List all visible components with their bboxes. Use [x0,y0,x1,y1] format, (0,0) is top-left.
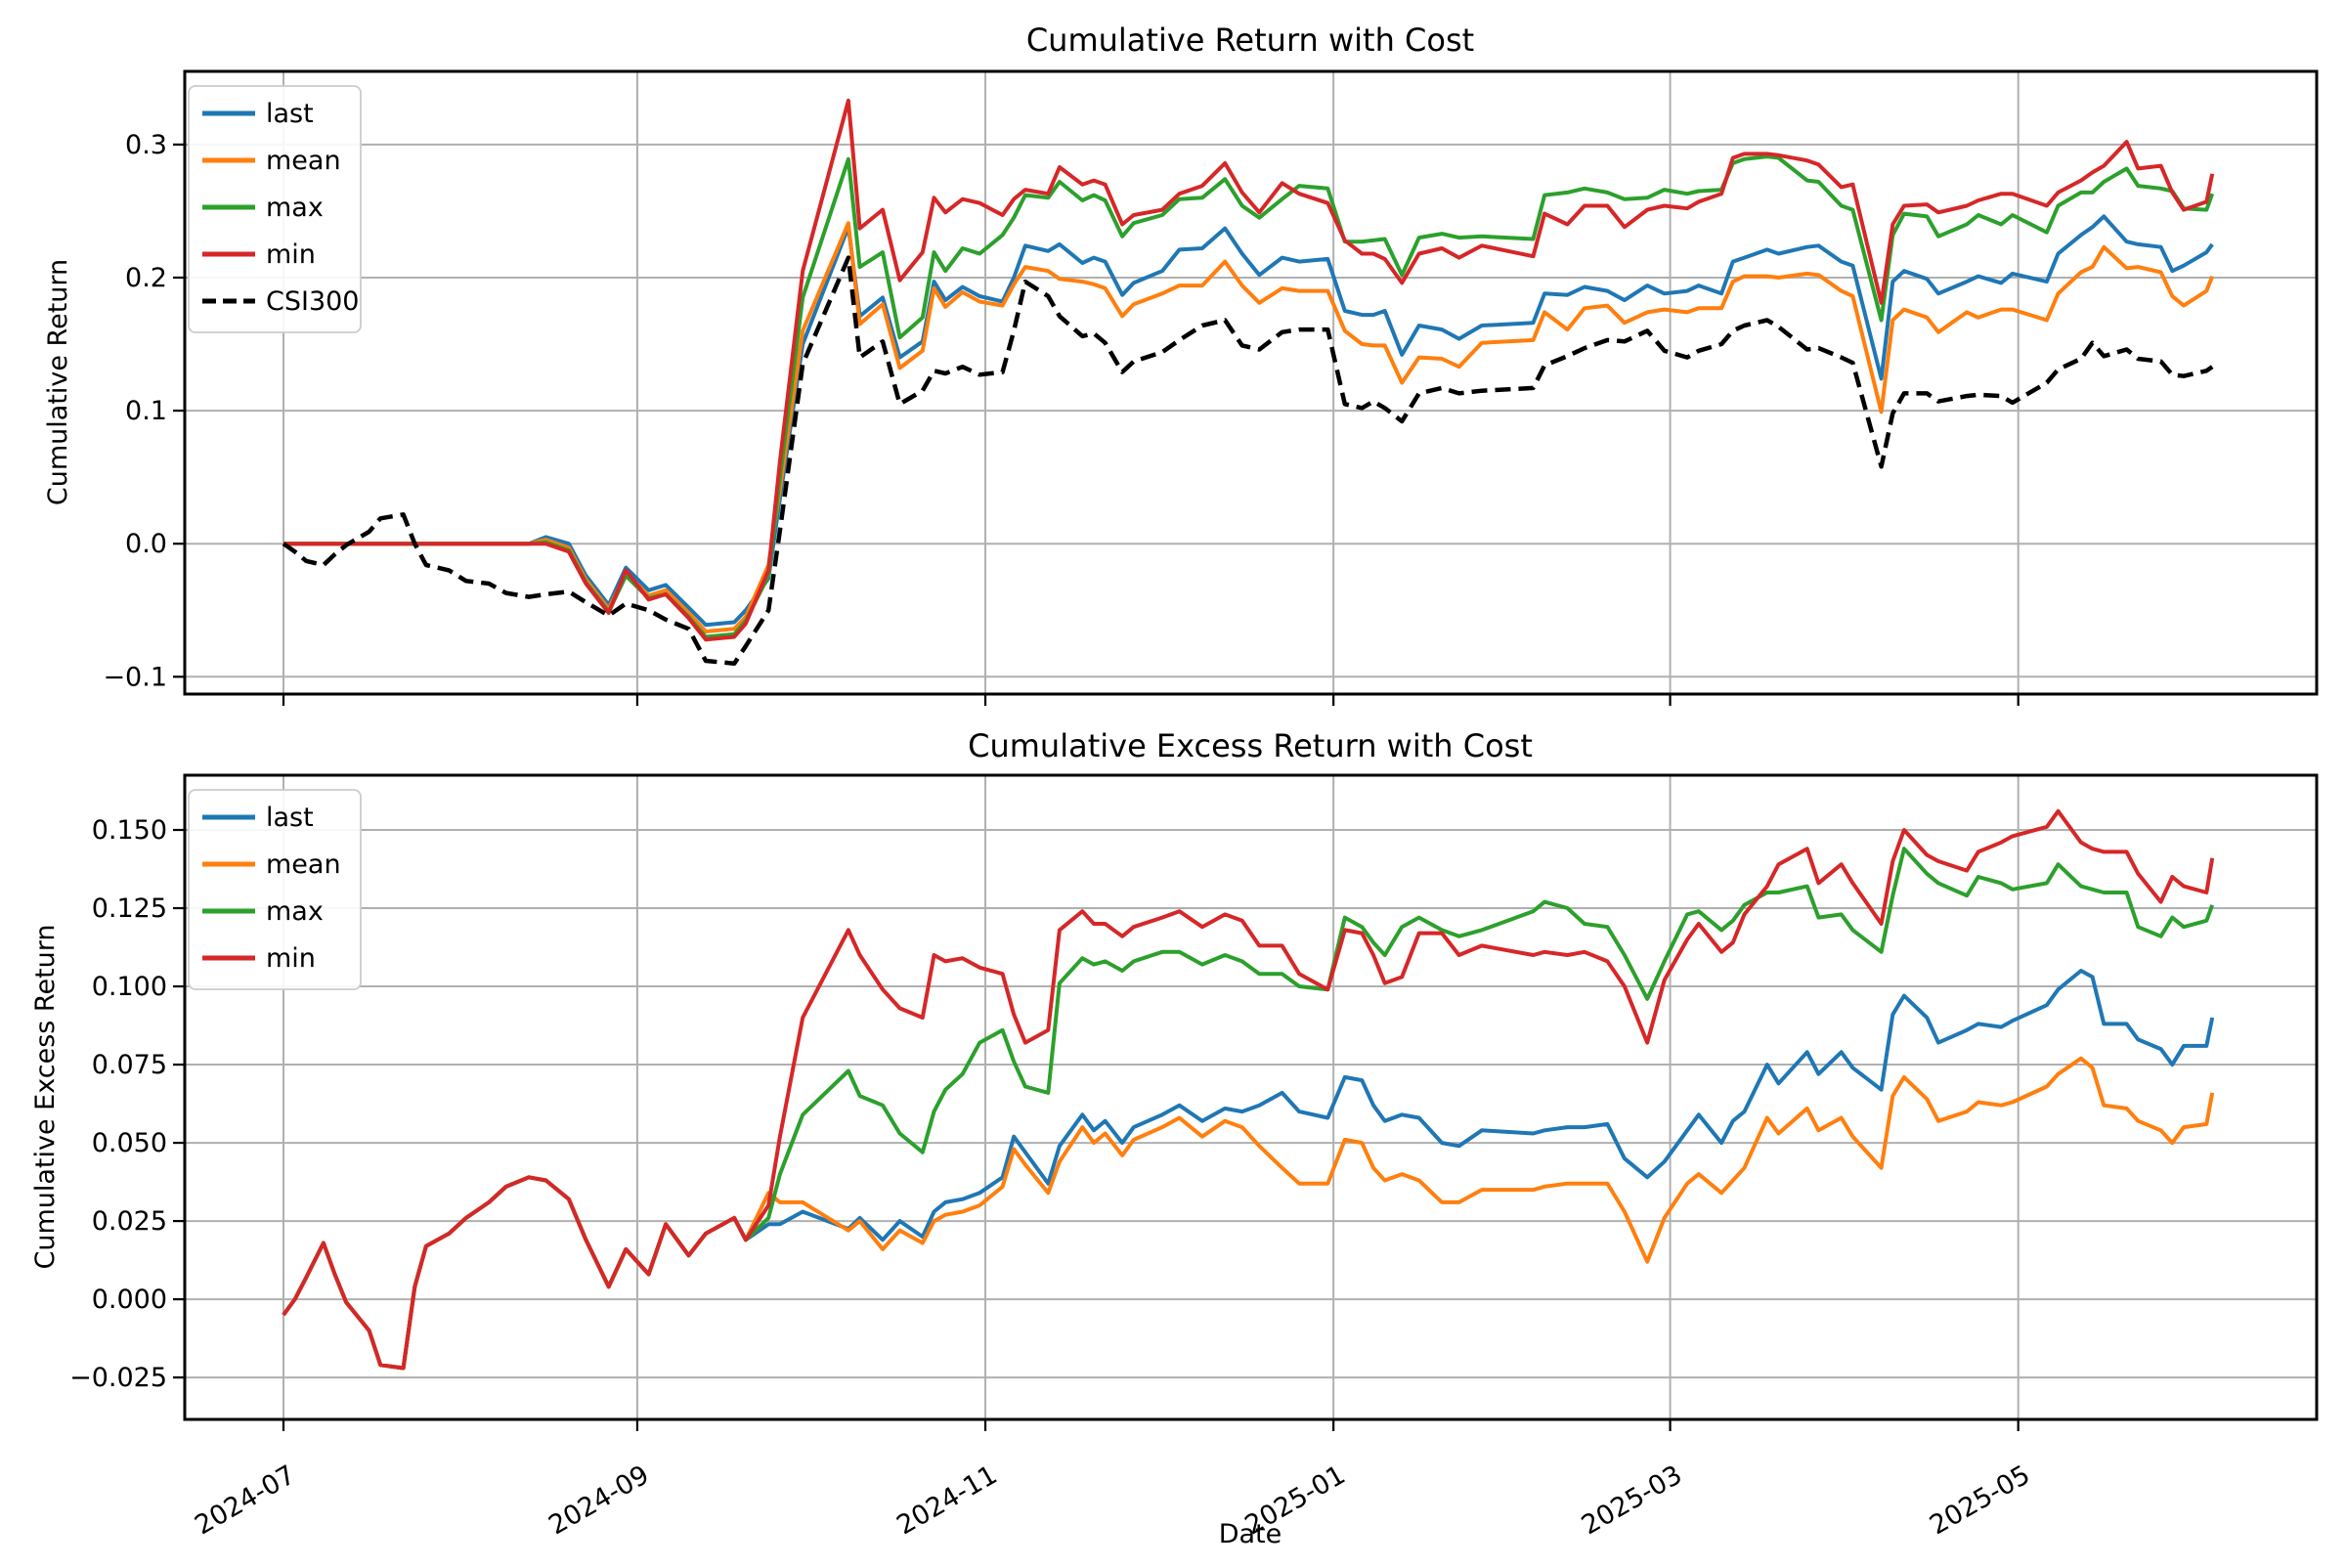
top-y-axis-label: Cumulative Return [43,259,73,505]
plot-spines [183,69,2319,696]
series-line-last [282,969,2215,1371]
legend-item-mean: mean [202,146,341,176]
series-line-min [283,98,2215,642]
x-tick-label: 2024-11 [891,1459,1002,1541]
legend-label-last: last [266,99,314,129]
legend-label-max: max [266,896,324,927]
x-tick-label: 2024-09 [543,1459,654,1541]
y-tick-label: 0.125 [92,893,167,924]
legend-label-last: last [266,803,314,833]
x-axis-label: Date [1219,1519,1282,1549]
y-tick-label: 0.000 [92,1285,167,1315]
y-tick-label: 0.050 [92,1128,167,1158]
bottom-chart-series [282,808,2215,1371]
y-tick-label: 0.1 [125,396,167,426]
x-tick-label: 2025-05 [1925,1459,2035,1541]
y-tick-label: 0.075 [92,1050,167,1080]
bottom-chart-spines [183,773,2319,1421]
bottom-chart-legend: last mean max min [188,789,362,990]
bottom-y-axis-label: Cumulative Excess Return [30,924,61,1269]
y-tick-label: −0.025 [69,1363,167,1393]
y-tick-label: 0.100 [92,972,167,1002]
legend-label-mean: mean [266,146,341,176]
top-chart-spines [183,69,2319,696]
legend-item-min: min [202,943,316,974]
series-line-max [283,154,2215,639]
top-chart-series [282,98,2215,666]
legend-item-csi300: CSI300 [202,286,360,317]
y-tick-label: 0.025 [92,1206,167,1237]
series-line-min [282,808,2215,1371]
y-tick-label: 0.0 [125,529,167,559]
series-line-mean [283,221,2215,633]
legend-label-mean: mean [266,849,341,880]
bottom-chart-title: Cumulative Excess Return with Cost [968,727,1533,764]
top-chart-legend: last mean max min CSI300 [188,85,362,333]
top-chart-ticks: 0.3 0.2 0.1 0.0 −0.1 [103,130,2020,706]
plot-spines [183,773,2319,1421]
y-tick-label: 0.150 [92,815,167,846]
legend-item-last: last [202,803,314,833]
top-chart-title: Cumulative Return with Cost [1026,22,1474,59]
legend-label-max: max [266,193,324,223]
legend-label-min: min [266,943,316,974]
legend-label-csi300: CSI300 [266,286,360,317]
legend-item-last: last [202,99,314,129]
y-tick-label: 0.2 [125,263,167,293]
legend-box [188,789,362,990]
legend-item-mean: mean [202,849,341,880]
legend-item-max: max [202,896,324,927]
legend-item-max: max [202,193,324,223]
series-line-CSI300 [282,255,2214,666]
legend-label-min: min [266,240,316,270]
legend-item-min: min [202,240,316,270]
legend-box [188,85,362,333]
top-chart-grid [185,71,2317,694]
y-tick-label: −0.1 [103,662,167,692]
y-tick-label: 0.3 [125,130,167,160]
x-tick-label: 2024-07 [190,1459,300,1541]
x-tick-label: 2025-03 [1577,1459,1687,1541]
bottom-chart-grid [185,775,2317,1419]
